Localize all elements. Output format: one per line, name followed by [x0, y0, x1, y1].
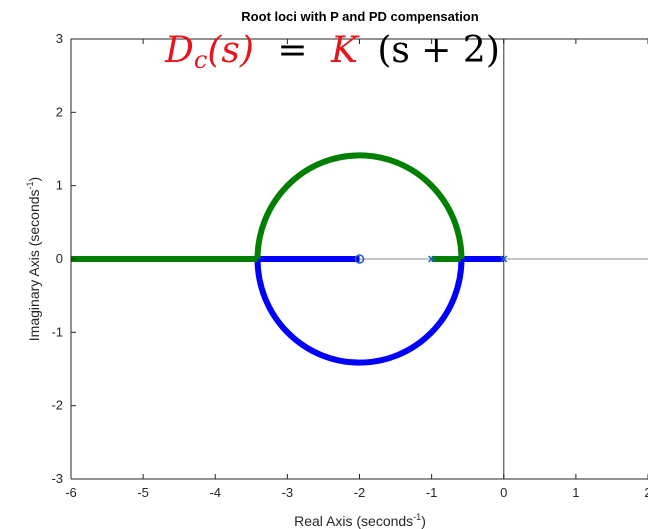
y-tick-label: 2: [56, 104, 63, 119]
locus-branch-2-segment-2: [254, 152, 465, 260]
compensator-equation: Dc(s) = K (s + 2): [164, 30, 500, 74]
eq-equals: =: [277, 30, 307, 71]
y-tick-label: -3: [51, 471, 63, 486]
x-tick-label: 2: [644, 485, 648, 500]
y-tick-label: 3: [56, 31, 63, 46]
x-tick-label: -6: [65, 485, 77, 500]
x-tick-label: 0: [500, 485, 507, 500]
eq-factor: (s + 2): [377, 30, 500, 71]
zero-marker-1: [354, 254, 365, 264]
y-tick-label: -2: [51, 398, 63, 413]
locus-branch-1-segment-2: [254, 258, 465, 366]
x-axis-label: Real Axis (seconds-1): [294, 512, 426, 529]
pole-marker-1: [500, 255, 508, 263]
y-tick-label: 0: [56, 251, 63, 266]
eq-lhs-sub: c: [194, 46, 207, 74]
pole-marker-2: [428, 255, 436, 263]
x-tick-label: -5: [137, 485, 149, 500]
x-tick-label: -2: [354, 485, 366, 500]
y-tick-label: -1: [51, 324, 63, 339]
chart-title: Root loci with P and PD compensation: [241, 9, 478, 24]
x-tick-label: -1: [426, 485, 438, 500]
x-tick-label: -3: [282, 485, 294, 500]
tick-layer: -6 -5 -4 -3 -2 -1 0 1 2 -3 -2 -1 0 1 2 3: [51, 31, 648, 500]
eq-lhs-arg: (s): [207, 30, 254, 71]
eq-gain: K: [330, 30, 360, 71]
markers-layer: [354, 254, 508, 264]
x-tick-label: 1: [572, 485, 579, 500]
y-axis-label: Imaginary Axis (seconds-1): [25, 177, 42, 341]
y-tick-label: 1: [56, 178, 63, 193]
series-layer: [71, 152, 504, 366]
pole-stroke-b: [428, 255, 436, 263]
x-tick-label: -4: [209, 485, 221, 500]
eq-lhs: D: [164, 30, 194, 71]
pole-stroke-b: [500, 255, 508, 263]
